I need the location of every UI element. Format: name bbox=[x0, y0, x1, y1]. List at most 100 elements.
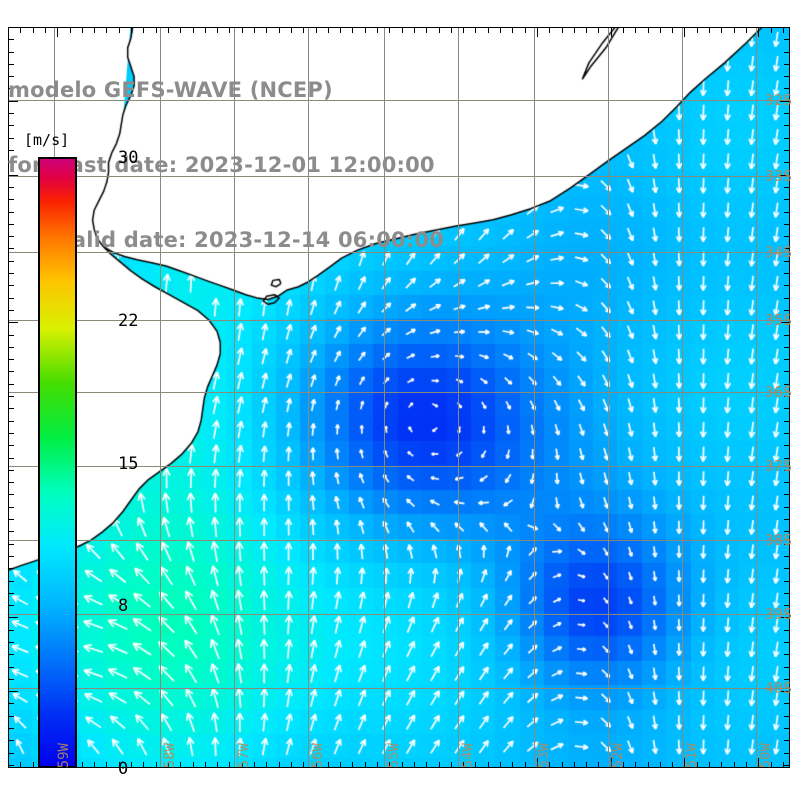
axis-tick bbox=[316, 27, 317, 33]
axis-tick bbox=[784, 716, 790, 717]
axis-tick bbox=[131, 27, 132, 33]
axis-tick bbox=[328, 27, 329, 33]
axis-tick bbox=[746, 27, 747, 33]
axis-tick bbox=[623, 27, 624, 33]
axis-tick bbox=[697, 762, 698, 768]
axis-tick bbox=[8, 52, 14, 53]
axis-tick bbox=[8, 519, 14, 520]
axis-tick bbox=[784, 347, 790, 348]
axis-tick bbox=[8, 396, 14, 397]
axis-tick bbox=[784, 359, 790, 360]
axis-tick bbox=[205, 27, 206, 33]
axis-tick bbox=[784, 421, 790, 422]
axis-tick bbox=[784, 39, 790, 40]
axis-tick bbox=[8, 199, 14, 200]
latitude-label-36s: 36S bbox=[764, 383, 792, 401]
axis-tick bbox=[8, 544, 14, 545]
axis-tick bbox=[20, 27, 21, 33]
axis-tick bbox=[660, 762, 661, 768]
axis-tick bbox=[784, 212, 790, 213]
axis-tick bbox=[784, 88, 790, 89]
longitude-label-56w: 56W bbox=[310, 742, 326, 768]
axis-tick bbox=[784, 482, 790, 483]
latitude-label-39s: 39S bbox=[764, 605, 792, 623]
axis-tick bbox=[488, 27, 489, 33]
axis-tick bbox=[784, 765, 790, 766]
axis-tick bbox=[784, 335, 790, 336]
axis-tick bbox=[8, 187, 14, 188]
axis-tick bbox=[784, 581, 790, 582]
axis-tick bbox=[488, 762, 489, 768]
axis-tick bbox=[611, 27, 612, 37]
axis-tick bbox=[8, 531, 14, 532]
axis-tick bbox=[402, 27, 403, 33]
axis-tick bbox=[8, 298, 14, 299]
gridline-parallel bbox=[8, 100, 790, 101]
axis-tick bbox=[414, 27, 415, 33]
axis-tick bbox=[562, 27, 563, 33]
axis-tick bbox=[784, 605, 790, 606]
axis-tick bbox=[451, 27, 452, 33]
axis-tick bbox=[439, 27, 440, 33]
axis-tick bbox=[784, 630, 790, 631]
longitude-label-59w: 59W bbox=[56, 742, 72, 768]
axis-tick bbox=[217, 762, 218, 768]
axis-tick bbox=[8, 716, 14, 717]
gridline-meridian bbox=[682, 27, 683, 768]
axis-tick bbox=[119, 762, 120, 768]
axis-tick bbox=[500, 27, 501, 33]
axis-tick bbox=[8, 236, 14, 237]
axis-tick bbox=[143, 27, 144, 33]
gridline-parallel bbox=[8, 176, 790, 177]
axis-tick bbox=[242, 762, 243, 768]
axis-tick bbox=[635, 762, 636, 768]
axis-tick bbox=[784, 753, 790, 754]
axis-tick bbox=[475, 27, 476, 33]
axis-tick bbox=[8, 703, 14, 704]
axis-tick bbox=[709, 762, 710, 768]
colorbar-gradient bbox=[38, 157, 77, 768]
axis-tick bbox=[33, 762, 34, 768]
axis-tick bbox=[8, 691, 18, 692]
axis-tick bbox=[365, 27, 366, 33]
axis-tick bbox=[784, 507, 790, 508]
axis-tick bbox=[784, 199, 790, 200]
axis-tick bbox=[784, 27, 790, 28]
axis-tick bbox=[8, 384, 14, 385]
axis-tick bbox=[8, 605, 14, 606]
axis-tick bbox=[106, 27, 107, 33]
longitude-label-50w: 50W bbox=[758, 742, 774, 768]
axis-tick bbox=[106, 762, 107, 768]
axis-tick bbox=[8, 617, 18, 618]
gridline-parallel bbox=[8, 688, 790, 689]
axis-tick bbox=[266, 762, 267, 768]
axis-tick bbox=[463, 27, 464, 33]
axis-tick bbox=[328, 762, 329, 768]
axis-tick bbox=[784, 310, 790, 311]
axis-tick bbox=[784, 224, 790, 225]
axis-tick bbox=[771, 27, 772, 33]
axis-tick bbox=[672, 762, 673, 768]
axis-tick bbox=[254, 27, 255, 33]
colorbar-tick-22: 22 bbox=[118, 310, 139, 331]
axis-tick bbox=[57, 27, 58, 37]
gridline-meridian bbox=[234, 27, 235, 768]
axis-tick bbox=[8, 581, 14, 582]
axis-tick bbox=[8, 273, 14, 274]
axis-tick bbox=[94, 762, 95, 768]
axis-tick bbox=[780, 101, 790, 102]
gridline-meridian bbox=[756, 27, 757, 768]
longitude-label-57w: 57W bbox=[236, 742, 252, 768]
latitude-label-38s: 38S bbox=[764, 531, 792, 549]
axis-tick bbox=[784, 494, 790, 495]
axis-tick bbox=[512, 762, 513, 768]
axis-tick bbox=[8, 482, 14, 483]
latitude-label-32s: 32S bbox=[764, 91, 792, 109]
axis-tick bbox=[193, 27, 194, 33]
axis-tick bbox=[721, 762, 722, 768]
axis-tick bbox=[352, 27, 353, 33]
axis-tick bbox=[156, 27, 157, 33]
axis-tick bbox=[229, 762, 230, 768]
axis-tick bbox=[784, 125, 790, 126]
axis-tick bbox=[784, 138, 790, 139]
